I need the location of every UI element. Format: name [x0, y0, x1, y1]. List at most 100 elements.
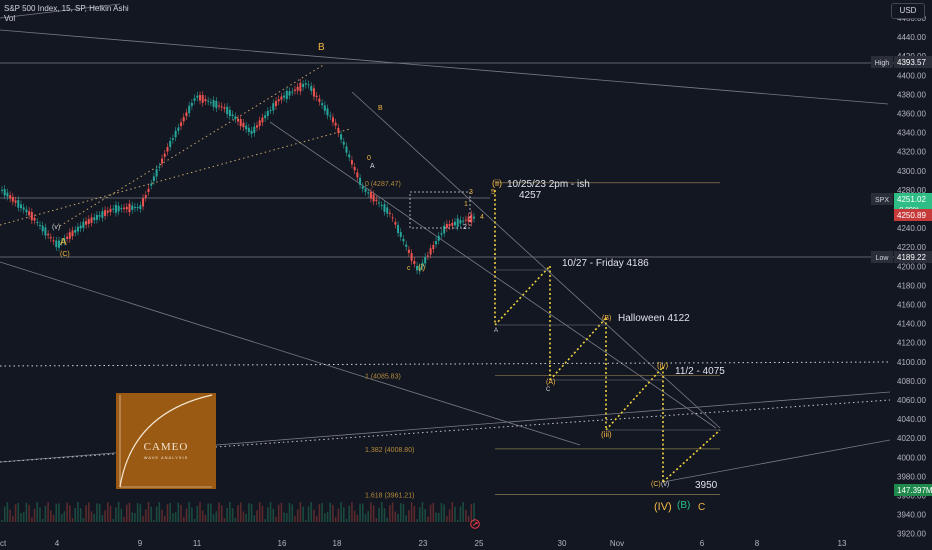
logo-subtitle: WAVE ANALYSIS [143, 455, 189, 460]
candle-body [342, 141, 345, 145]
candle-body [163, 153, 166, 157]
volume-bar [22, 512, 25, 522]
time-tick-label: 9 [138, 539, 143, 548]
trendline [0, 261, 581, 446]
volume-bar [248, 503, 250, 522]
price-badge-value: 4189.22 [897, 253, 926, 262]
candle-body [174, 130, 177, 138]
candle-body [326, 108, 329, 116]
time-tick-label: Nov [610, 539, 624, 548]
price-tick-label: 4240.00 [897, 224, 926, 233]
volume-bar [277, 504, 280, 522]
volume-bar [239, 502, 242, 522]
volume-bar [437, 512, 440, 522]
candle-body [117, 205, 120, 212]
volume-bar [383, 508, 386, 522]
goto-date-icon[interactable] [470, 519, 480, 529]
volume-bar [196, 505, 199, 522]
volume-bar [310, 502, 313, 522]
candle-body [136, 207, 139, 209]
candle-body [462, 220, 465, 222]
candle-body [261, 117, 264, 123]
volume-bar [31, 517, 33, 522]
volume-bar [47, 502, 49, 522]
wave-label: A [494, 328, 498, 334]
trendline [662, 439, 891, 483]
volume-bar [77, 502, 79, 522]
candle-body [66, 236, 69, 239]
candle-body [228, 109, 231, 116]
high-price-badge: High 4393.57 [871, 56, 932, 68]
price-tick-label: 4400.00 [897, 71, 926, 80]
candle-body [3, 189, 6, 196]
candle-body [171, 138, 174, 140]
candle-body [101, 211, 104, 218]
price-tick-label: 3980.00 [897, 472, 926, 481]
volume-bar [50, 510, 52, 522]
candle-body [161, 158, 164, 164]
candle-body [155, 169, 158, 177]
candle-body [416, 265, 419, 271]
candle-body [413, 261, 416, 264]
volume-bar [71, 518, 74, 522]
volume-bar [125, 504, 128, 522]
candle-body [125, 206, 128, 210]
candle-body [315, 95, 318, 97]
candle-body [82, 221, 85, 228]
volume-bar [353, 510, 356, 522]
volume-bar [421, 502, 424, 522]
candle-body [272, 103, 275, 111]
volume-bar [427, 516, 429, 522]
volume-bar [182, 517, 185, 522]
candle-body [242, 122, 245, 128]
candle-body [188, 105, 191, 114]
volume-bar [66, 502, 68, 522]
volume-indicator-label[interactable]: Vol [4, 14, 16, 23]
symbol-title[interactable]: S&P 500 Index, 15, SP, Heikin Ashi [4, 4, 129, 13]
candle-body [74, 229, 77, 233]
volume-bar [39, 507, 41, 522]
price-tick-label: 4120.00 [897, 339, 926, 348]
volume-bar [220, 505, 223, 522]
volume-bar [223, 518, 226, 522]
time-tick-label: ct [0, 539, 7, 548]
volume-bar [90, 511, 93, 522]
volume-bar [193, 518, 196, 522]
volume-bar [210, 503, 212, 522]
candle-body [234, 116, 237, 120]
price-tick-label: 4100.00 [897, 358, 926, 367]
volume-bar [234, 517, 237, 522]
volume-bar [364, 514, 367, 522]
candle-body [426, 255, 429, 257]
volume-bar [229, 502, 231, 522]
candle-body [199, 95, 202, 101]
candle-body [386, 207, 389, 214]
currency-button[interactable]: USD [891, 3, 925, 19]
price-tick-label: 4200.00 [897, 262, 926, 271]
low-price-badge: Low 4189.22 [871, 251, 932, 263]
wave-label: (iii) [601, 430, 612, 439]
volume-bar [172, 513, 174, 522]
candle-body [158, 166, 161, 168]
candle-body [196, 95, 199, 98]
candle-body [93, 217, 96, 221]
volume-bar [470, 504, 473, 522]
candle-body [353, 166, 356, 171]
candle-body [331, 117, 334, 123]
candle-body [348, 154, 351, 158]
candle-body [14, 200, 17, 203]
volume-bar [345, 518, 348, 522]
candle-body [367, 192, 370, 194]
candle-body [185, 112, 188, 117]
price-badge-name: SPX [875, 197, 889, 204]
volume-bar [370, 502, 372, 522]
volume-bar [321, 503, 323, 522]
candle-body [323, 105, 326, 111]
volume-bar [109, 505, 112, 522]
annotation-label: Halloween 4122 [618, 313, 690, 324]
chart-header: S&P 500 Index, 15, SP, Heikin Ashi Vol [4, 4, 129, 24]
price-badge-box [894, 484, 932, 496]
volume-bar [413, 506, 416, 522]
candle-body [391, 217, 394, 219]
